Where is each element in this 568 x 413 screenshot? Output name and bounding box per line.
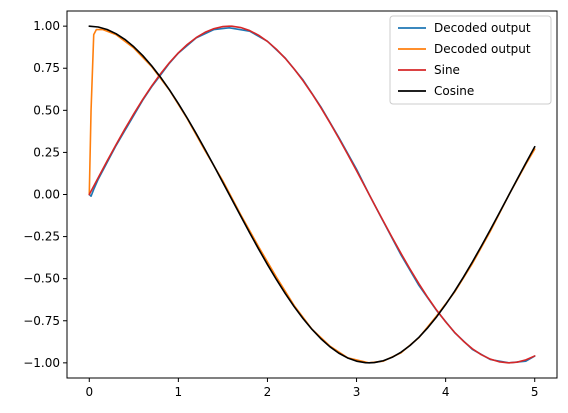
y-tick-label: 0.00 bbox=[33, 188, 60, 202]
legend-box bbox=[389, 15, 552, 105]
y-tick-label: 0.75 bbox=[33, 61, 60, 75]
legend-label-1: Decoded output bbox=[434, 21, 531, 35]
y-tick-label: −0.75 bbox=[23, 314, 60, 328]
x-tick-label: 4 bbox=[442, 385, 450, 399]
y-tick-label: 0.50 bbox=[33, 103, 60, 117]
legend: Decoded output Decoded output Sine Cosine bbox=[389, 15, 552, 105]
legend-label-4: Cosine bbox=[434, 84, 474, 98]
series-line-4 bbox=[88, 25, 536, 364]
y-axis: −1.00 −0.75 −0.50 −0.25 0.00 0.25 0.50 0.75 1.00 bbox=[23, 19, 67, 370]
y-tick-label: 1.00 bbox=[33, 19, 60, 33]
x-tick-label: 3 bbox=[353, 385, 361, 399]
y-tick-label: 0.25 bbox=[33, 145, 60, 159]
series-layer bbox=[88, 25, 536, 364]
x-tick-label: 5 bbox=[531, 385, 539, 399]
x-tick-label: 2 bbox=[264, 385, 272, 399]
legend-label-3: Sine bbox=[434, 63, 460, 77]
x-axis: 0 1 2 3 4 5 bbox=[85, 378, 539, 399]
x-tick-label: 0 bbox=[85, 385, 93, 399]
y-tick-label: −0.25 bbox=[23, 230, 60, 244]
legend-label-2: Decoded output bbox=[434, 42, 531, 56]
y-tick-label: −0.50 bbox=[23, 272, 60, 286]
series-line-3 bbox=[88, 25, 536, 364]
x-tick-label: 1 bbox=[175, 385, 183, 399]
y-tick-label: −1.00 bbox=[23, 356, 60, 370]
